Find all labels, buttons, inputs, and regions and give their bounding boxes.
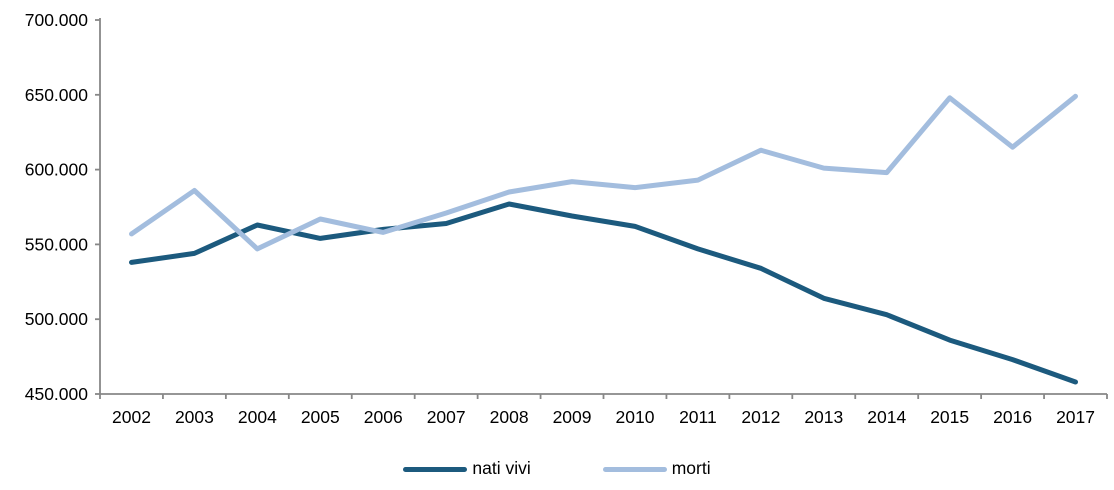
- x-tick-label: 2011: [679, 407, 717, 427]
- x-tick-label: 2014: [867, 407, 906, 427]
- legend-line-swatch-nati-vivi: [403, 466, 468, 472]
- y-tick-label: 500.000: [25, 309, 89, 329]
- x-tick-label: 2010: [616, 407, 655, 427]
- legend-label-nati-vivi: nati vivi: [472, 458, 531, 479]
- x-tick-label: 2016: [993, 407, 1032, 427]
- y-tick-label: 600.000: [25, 160, 89, 180]
- series-line-nati-vivi: [129, 201, 1078, 385]
- x-tick-label: 2012: [741, 407, 780, 427]
- line-chart-canvas: 700.000 650.000 600.000 550.000 500.000 450.0…: [25, 10, 1108, 427]
- chart-legend: nati vivi morti: [0, 452, 1114, 486]
- y-tick-label: 450.000: [25, 384, 89, 404]
- legend-line-swatch-morti: [602, 466, 667, 472]
- x-tick-label: 2017: [1056, 407, 1095, 427]
- x-tick-label: 2003: [175, 407, 214, 427]
- y-tick-label: 550.000: [25, 234, 89, 254]
- x-tick-label: 2013: [804, 407, 843, 427]
- x-tick-label: 2009: [553, 407, 592, 427]
- legend-item-morti: morti: [602, 458, 711, 479]
- x-tick-label: 2002: [112, 407, 151, 427]
- y-tick-label: 700.000: [25, 10, 89, 30]
- y-tick-label: 650.000: [25, 85, 89, 105]
- x-tick-label: 2006: [364, 407, 403, 427]
- x-tick-label: 2005: [301, 407, 340, 427]
- x-tick-label: 2015: [930, 407, 969, 427]
- series-line-morti: [129, 93, 1078, 252]
- x-tick-label: 2004: [238, 407, 277, 427]
- legend-label-morti: morti: [671, 458, 711, 479]
- x-tick-label: 2007: [427, 407, 466, 427]
- x-tick-label: 2008: [490, 407, 529, 427]
- legend-item-nati-vivi: nati vivi: [403, 458, 531, 479]
